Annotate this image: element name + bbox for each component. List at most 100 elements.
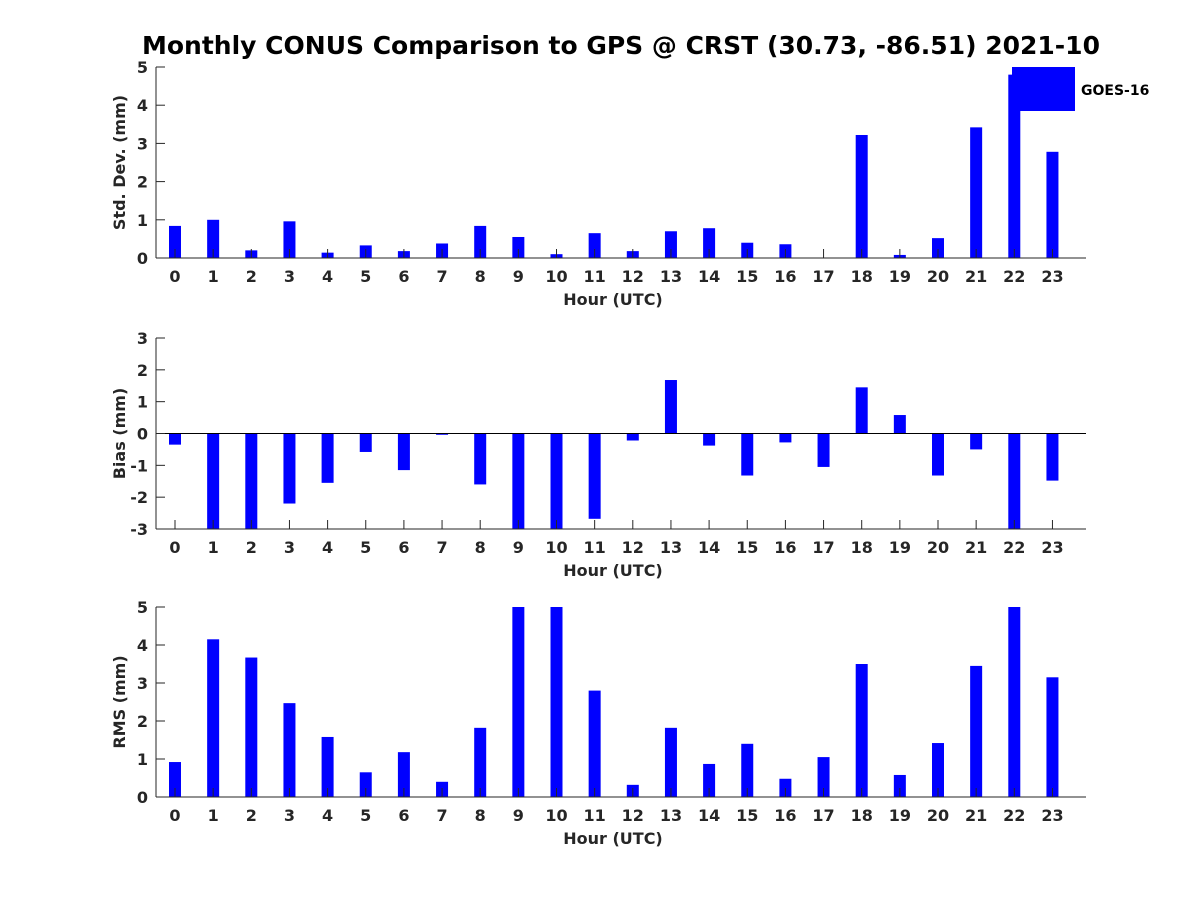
x-tick-label: 2 — [246, 806, 257, 825]
bar-13 — [664, 380, 677, 434]
bar-10 — [550, 433, 563, 529]
bar-2 — [245, 433, 258, 529]
legend-label: GOES-16 — [1081, 83, 1149, 99]
bar-18 — [855, 387, 868, 434]
bar-14 — [703, 433, 716, 446]
x-tick-label: 0 — [169, 267, 180, 286]
bar-18 — [855, 664, 868, 797]
bar-18 — [855, 134, 868, 258]
bar-13 — [664, 231, 677, 258]
x-tick-label: 9 — [513, 806, 524, 825]
x-tick-label: 17 — [812, 267, 834, 286]
x-axis-label: Hour (UTC) — [563, 829, 663, 848]
bar-20 — [932, 238, 944, 258]
bar-21 — [970, 127, 983, 258]
y-tick-label: -3 — [130, 520, 148, 539]
y-tick-label: 0 — [137, 425, 148, 444]
bar-20 — [932, 743, 944, 797]
x-tick-label: 11 — [584, 806, 606, 825]
x-tick-label: 20 — [927, 538, 949, 557]
x-tick-label: 10 — [545, 267, 567, 286]
x-tick-label: 13 — [660, 267, 682, 286]
x-tick-label: 13 — [660, 806, 682, 825]
bar-21 — [970, 665, 983, 797]
x-tick-label: 6 — [398, 806, 409, 825]
x-tick-label: 3 — [284, 806, 295, 825]
y-tick-label: 2 — [137, 712, 148, 731]
x-tick-label: 19 — [889, 267, 911, 286]
x-tick-label: 20 — [927, 806, 949, 825]
bar-10 — [550, 607, 563, 797]
bar-8 — [474, 225, 487, 258]
x-tick-label: 5 — [360, 267, 371, 286]
x-axis-label: Hour (UTC) — [563, 561, 663, 580]
x-tick-label: 5 — [360, 538, 371, 557]
x-tick-label: 15 — [736, 267, 758, 286]
x-tick-label: 22 — [1003, 267, 1025, 286]
x-tick-label: 3 — [284, 267, 295, 286]
x-tick-label: 8 — [475, 267, 486, 286]
bar-1 — [207, 219, 220, 258]
x-tick-label: 23 — [1041, 267, 1063, 286]
x-tick-label: 12 — [622, 267, 644, 286]
bar-6 — [397, 752, 410, 797]
bar-7 — [436, 433, 449, 435]
bar-17 — [817, 757, 830, 797]
x-tick-label: 19 — [889, 538, 911, 557]
x-tick-label: 21 — [965, 538, 987, 557]
bar-0 — [169, 433, 181, 445]
y-axis-label: RMS (mm) — [110, 655, 129, 748]
y-tick-label: 4 — [137, 96, 148, 115]
bar-0 — [169, 762, 181, 797]
x-tick-label: 0 — [169, 538, 180, 557]
y-tick-label: -1 — [130, 456, 148, 475]
x-tick-label: 22 — [1003, 538, 1025, 557]
bar-16 — [779, 778, 792, 797]
x-tick-label: 14 — [698, 806, 720, 825]
bar-4 — [321, 433, 334, 483]
x-tick-label: 23 — [1041, 806, 1063, 825]
chart-title: Monthly CONUS Comparison to GPS @ CRST (… — [142, 31, 1100, 60]
bar-20 — [932, 433, 944, 476]
x-tick-label: 22 — [1003, 806, 1025, 825]
x-tick-label: 4 — [322, 538, 333, 557]
x-tick-label: 7 — [436, 267, 447, 286]
bar-9 — [512, 236, 525, 258]
x-tick-label: 0 — [169, 806, 180, 825]
x-tick-label: 14 — [698, 538, 720, 557]
y-axis-label: Bias (mm) — [110, 388, 129, 480]
x-tick-label: 5 — [360, 806, 371, 825]
x-tick-label: 12 — [622, 538, 644, 557]
y-tick-label: 1 — [137, 393, 148, 412]
x-tick-label: 21 — [965, 806, 987, 825]
bar-4 — [321, 736, 334, 797]
x-tick-label: 18 — [851, 538, 873, 557]
bar-23 — [1046, 151, 1059, 258]
bar-15 — [741, 433, 754, 476]
x-tick-label: 2 — [246, 538, 257, 557]
y-tick-label: 3 — [137, 674, 148, 693]
x-tick-label: 16 — [774, 538, 796, 557]
y-tick-label: 1 — [137, 211, 148, 230]
bar-3 — [283, 433, 296, 504]
x-tick-label: 20 — [927, 267, 949, 286]
x-tick-label: 2 — [246, 267, 257, 286]
x-tick-label: 16 — [774, 806, 796, 825]
y-tick-label: 5 — [137, 58, 148, 77]
x-tick-label: 21 — [965, 267, 987, 286]
bar-9 — [512, 433, 525, 529]
x-tick-label: 8 — [475, 538, 486, 557]
x-tick-label: 7 — [436, 806, 447, 825]
bar-8 — [474, 433, 487, 485]
x-tick-label: 18 — [851, 267, 873, 286]
bar-3 — [283, 703, 296, 797]
x-tick-label: 15 — [736, 538, 758, 557]
x-tick-label: 4 — [322, 267, 333, 286]
x-tick-label: 1 — [208, 267, 219, 286]
bar-5 — [359, 772, 372, 797]
y-tick-label: 2 — [137, 361, 148, 380]
